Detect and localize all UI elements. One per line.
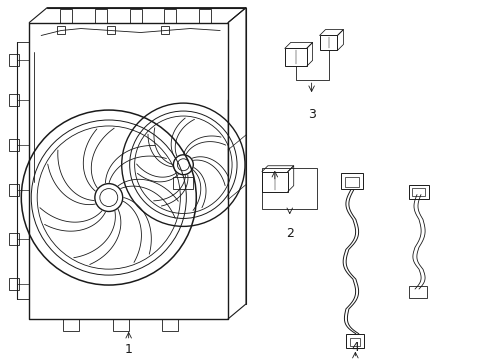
Bar — [57, 26, 65, 33]
Bar — [9, 94, 19, 106]
Bar — [9, 184, 19, 195]
Bar — [164, 9, 176, 23]
Bar — [9, 278, 19, 290]
Bar — [350, 338, 360, 346]
Bar — [262, 172, 287, 192]
Bar — [262, 168, 316, 210]
Bar — [345, 177, 359, 186]
Bar — [9, 139, 19, 151]
Bar — [408, 286, 426, 298]
Bar — [319, 36, 337, 50]
Bar — [95, 9, 106, 23]
Bar — [408, 185, 428, 199]
Bar — [63, 319, 79, 331]
Text: 1: 1 — [124, 343, 132, 356]
Bar — [161, 26, 169, 33]
Bar — [284, 48, 306, 66]
Bar — [9, 233, 19, 245]
Bar — [173, 177, 193, 189]
Bar — [162, 319, 178, 331]
Bar — [106, 26, 115, 33]
Bar — [199, 9, 211, 23]
Bar — [346, 334, 364, 348]
Bar — [60, 9, 72, 23]
Bar — [411, 188, 424, 195]
Bar — [341, 173, 363, 189]
Bar — [9, 54, 19, 66]
Bar — [129, 9, 142, 23]
Text: 4: 4 — [351, 341, 359, 354]
Text: 3: 3 — [307, 108, 315, 121]
Bar — [113, 319, 128, 331]
Text: 2: 2 — [285, 228, 293, 240]
